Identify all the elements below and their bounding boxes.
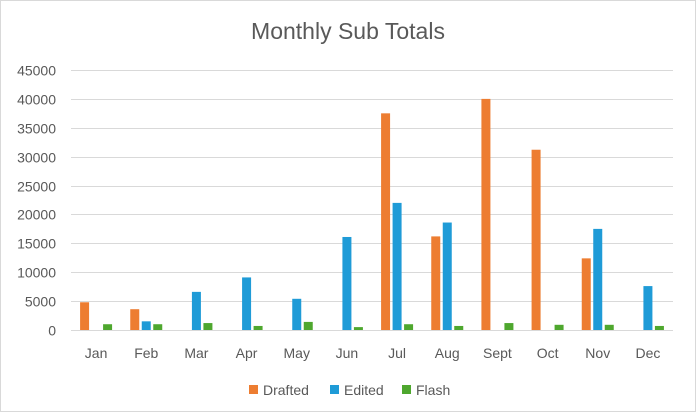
bar-flash xyxy=(604,324,614,330)
bar-drafted xyxy=(381,113,391,330)
legend-label: Flash xyxy=(416,382,450,398)
bar-flash xyxy=(554,324,564,330)
chart-title: Monthly Sub Totals xyxy=(251,18,445,44)
y-tick-label: 45000 xyxy=(17,63,56,79)
bar-drafted xyxy=(581,258,591,330)
bar-edited xyxy=(242,277,252,330)
x-tick-label: May xyxy=(284,345,310,361)
bar-drafted xyxy=(130,309,140,330)
bar-drafted xyxy=(431,236,441,330)
bar-edited xyxy=(392,202,402,330)
bar-edited xyxy=(191,291,201,330)
legend-swatch xyxy=(249,385,258,394)
bar-flash xyxy=(654,325,664,330)
bar-edited xyxy=(593,228,603,330)
gridlines xyxy=(71,70,673,331)
y-tick-label: 0 xyxy=(48,323,56,339)
bar-edited xyxy=(141,321,151,330)
y-tick-label: 35000 xyxy=(17,121,56,137)
bar-flash xyxy=(404,324,414,330)
y-axis-ticks: 0 5000 10000 15000 20000 25000 30000 35000 40000… xyxy=(17,63,56,339)
legend-label: Drafted xyxy=(263,382,309,398)
x-tick-label: Apr xyxy=(236,345,258,361)
x-tick-label: Jun xyxy=(336,345,359,361)
bar-flash xyxy=(203,323,213,330)
bar-flash xyxy=(504,323,514,330)
legend-swatch xyxy=(330,385,339,394)
bar-edited xyxy=(342,236,352,330)
x-tick-label: Jan xyxy=(85,345,108,361)
y-tick-label: 15000 xyxy=(17,236,56,252)
bar-drafted xyxy=(531,149,541,330)
bars xyxy=(80,98,664,330)
y-tick-label: 25000 xyxy=(17,179,56,195)
x-tick-label: Mar xyxy=(184,345,208,361)
bar-edited xyxy=(643,286,653,330)
x-tick-label: Nov xyxy=(585,345,610,361)
y-tick-label: 20000 xyxy=(17,207,56,223)
x-tick-label: Sept xyxy=(483,345,512,361)
bar-edited xyxy=(292,298,302,330)
y-tick-label: 40000 xyxy=(17,92,56,108)
legend-swatch xyxy=(402,385,411,394)
x-tick-label: Dec xyxy=(635,345,660,361)
bar-drafted xyxy=(80,302,90,330)
bar-flash xyxy=(454,325,464,330)
x-tick-label: Jul xyxy=(388,345,406,361)
y-tick-label: 30000 xyxy=(17,150,56,166)
bar-flash xyxy=(103,324,113,330)
legend: Drafted Edited Flash xyxy=(249,382,450,398)
x-axis-ticks: Jan Feb Mar Apr May Jun Jul Aug Sept Oct Nov Dec xyxy=(85,345,661,361)
x-tick-label: Feb xyxy=(134,345,158,361)
bar-flash xyxy=(303,321,313,330)
x-tick-label: Oct xyxy=(537,345,559,361)
bar-flash xyxy=(353,327,363,330)
x-tick-label: Aug xyxy=(435,345,460,361)
bar-flash xyxy=(253,325,263,330)
legend-label: Edited xyxy=(344,382,384,398)
bar-drafted xyxy=(481,98,491,330)
y-tick-label: 5000 xyxy=(25,294,56,310)
y-tick-label: 10000 xyxy=(17,265,56,281)
bar-edited xyxy=(442,222,452,330)
bar-flash xyxy=(153,324,163,330)
